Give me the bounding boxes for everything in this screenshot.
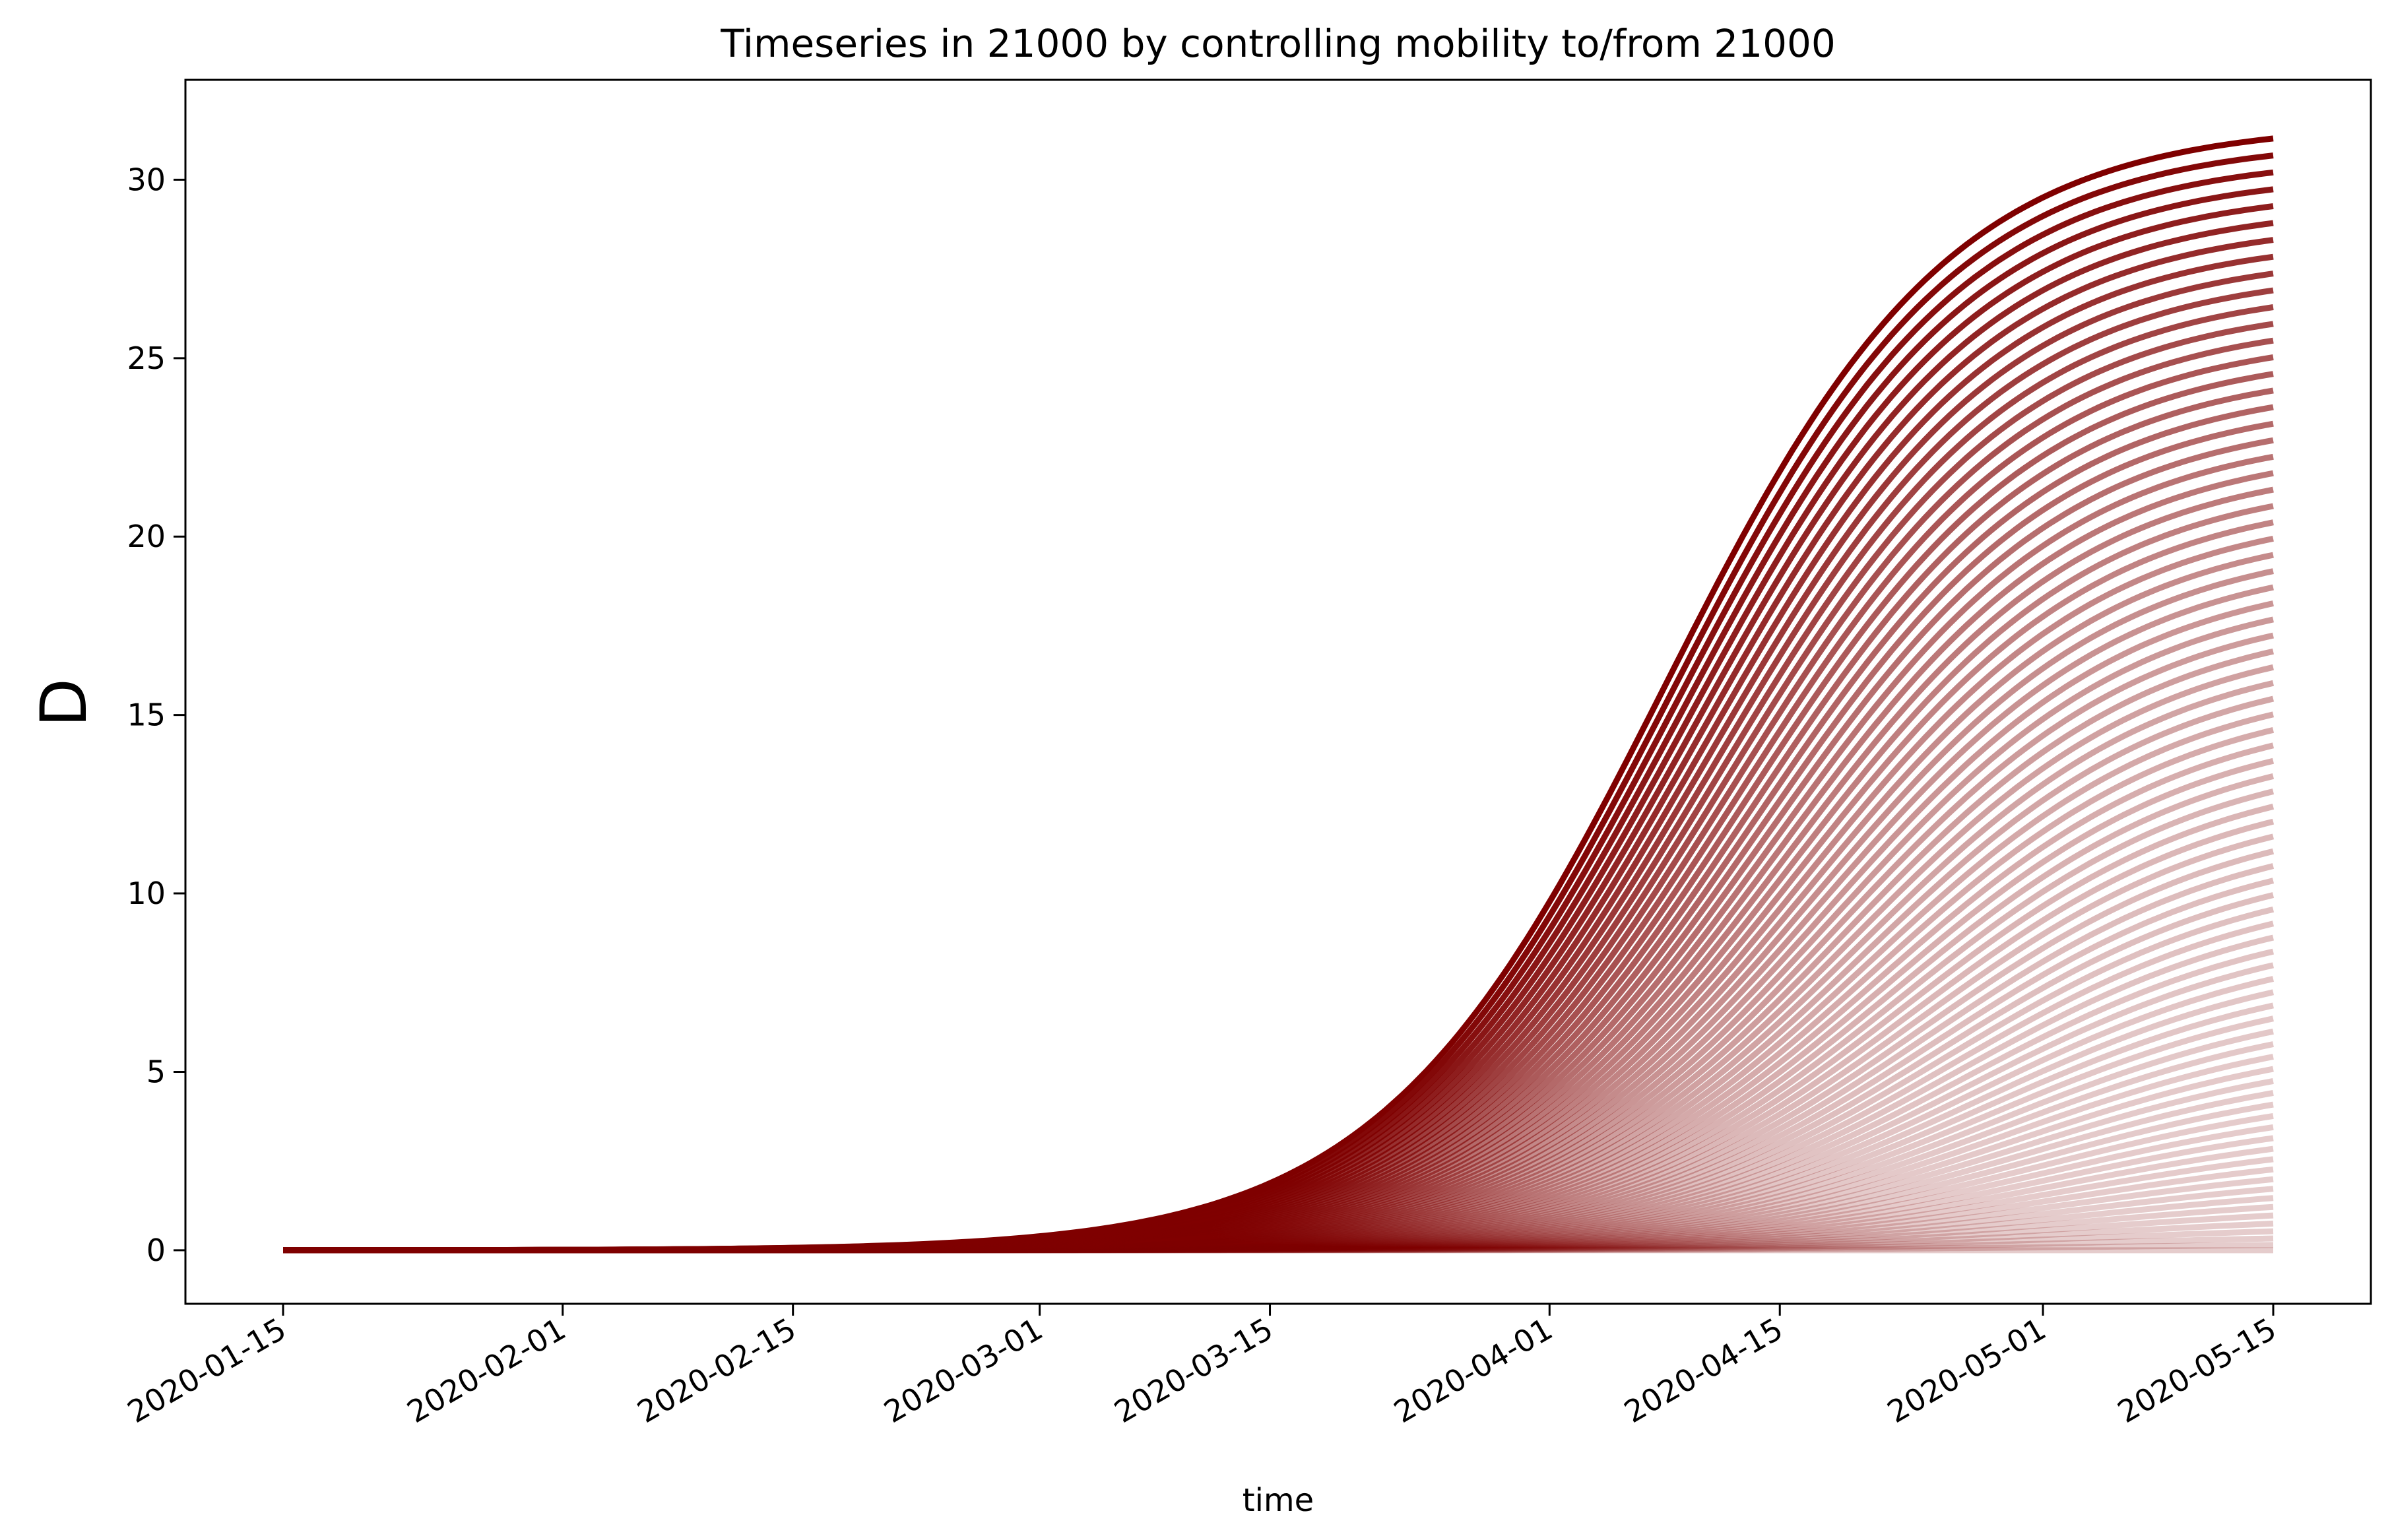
y-tick-label: 15 [127, 697, 166, 733]
y-tick-label: 20 [127, 519, 166, 554]
y-tick-label: 10 [127, 876, 166, 911]
y-axis: 0 5 10 15 20 25 30 [127, 162, 185, 1268]
y-tick-label: 5 [146, 1054, 166, 1089]
y-axis-label: D [27, 678, 101, 727]
y-tick-label: 0 [146, 1233, 166, 1268]
plot-frame [184, 79, 2372, 1305]
x-axis-label: time [1243, 1482, 1314, 1519]
chart-title: Timeseries in 21000 by controlling mobil… [720, 21, 1836, 66]
series-group [283, 135, 2275, 1254]
y-tick-label: 30 [127, 162, 166, 197]
series-line [283, 135, 2274, 1254]
y-tick-label: 25 [127, 340, 166, 376]
